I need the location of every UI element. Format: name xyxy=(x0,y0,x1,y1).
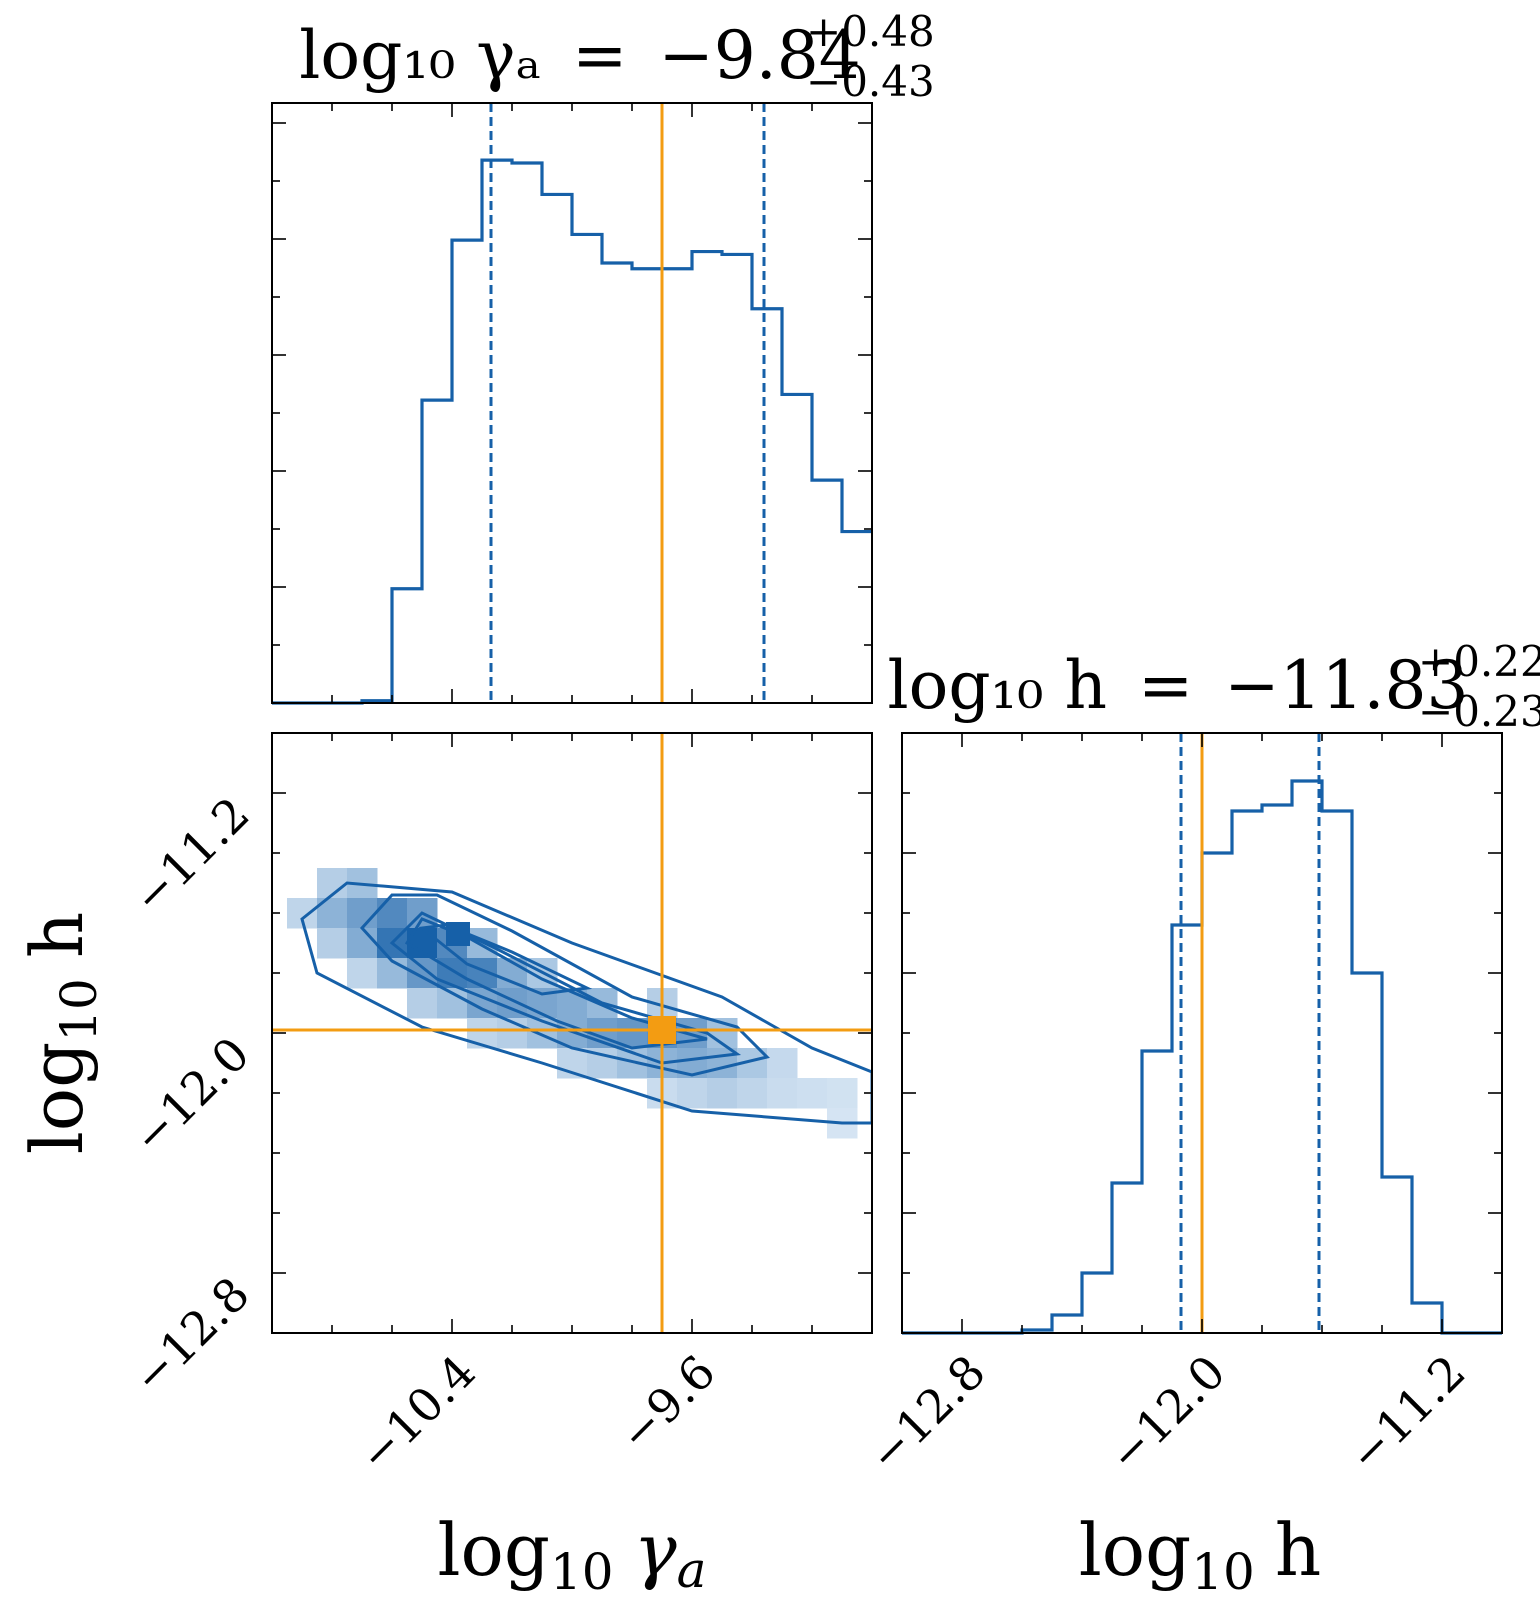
density-cell xyxy=(737,1078,768,1109)
y-tick-label: −11.2 xyxy=(122,787,260,925)
joint-ylabel-param: log xyxy=(15,1042,99,1154)
joint-ylabel-sub: 10 xyxy=(50,978,108,1042)
x-tick-label: −9.6 xyxy=(609,1345,726,1462)
joint-xlabel-sym: γ xyxy=(634,1508,678,1592)
joint-xlabel-symsub: a xyxy=(677,1541,707,1599)
y-tick-label: −12.8 xyxy=(122,1267,260,1405)
h-xlabel-param: log xyxy=(1079,1508,1191,1592)
density-cell xyxy=(347,958,378,989)
density-cell xyxy=(767,1078,798,1109)
gamma-title-equals: = xyxy=(572,17,627,94)
joint-xlabel-param: log xyxy=(438,1508,550,1592)
density-cell xyxy=(677,1078,708,1109)
x-tick-label: −11.2 xyxy=(1338,1345,1476,1483)
x-tick-label: −12.8 xyxy=(858,1345,996,1483)
x-tick-label: −10.4 xyxy=(348,1345,486,1483)
gamma-marginal-panel: log₁₀ γₐ = −9.84 +0.48 −0.43 xyxy=(271,7,935,705)
gamma-title-upper: +0.48 xyxy=(806,7,935,56)
h-title-lower: −0.23 xyxy=(1418,687,1540,736)
h-title-equals: = xyxy=(1138,647,1193,724)
joint-xlabel: log10 γa xyxy=(438,1508,707,1601)
gamma-marginal-title: log₁₀ γₐ = −9.84 xyxy=(299,17,860,94)
gamma-title-median: −9.84 xyxy=(658,17,860,94)
h-title-param: log₁₀ h xyxy=(887,647,1107,724)
x-tick-label: −12.0 xyxy=(1098,1345,1236,1483)
density-cell xyxy=(377,958,408,989)
histogram-step-line xyxy=(902,779,1502,1335)
joint-ticks xyxy=(272,733,872,1333)
density-cell xyxy=(347,928,378,959)
gamma-title-lower: −0.43 xyxy=(806,57,935,106)
histogram-step-line xyxy=(272,158,872,705)
h-xlabel-sub: 10 xyxy=(1191,1543,1255,1601)
h-marginal-panel: log₁₀ h = −11.83 +0.22 −0.23 log10 h xyxy=(887,637,1540,1601)
gamma-marginal-frame xyxy=(271,102,873,704)
density-cell xyxy=(407,928,438,959)
density-peak-marker xyxy=(446,922,470,946)
density-cell xyxy=(407,988,438,1019)
density-cell xyxy=(347,898,378,929)
density-cell xyxy=(707,1078,738,1109)
contour-level xyxy=(389,911,742,1065)
truth-marker xyxy=(648,1016,676,1044)
joint-panel: log10 γa log10h xyxy=(15,732,873,1601)
h-title-upper: +0.22 xyxy=(1418,637,1540,686)
density-cell xyxy=(377,898,408,929)
gamma-title-param: log₁₀ γₐ xyxy=(299,17,541,94)
joint-xlabel-sub: 10 xyxy=(550,1543,614,1601)
h-marginal-frame xyxy=(901,732,1503,1334)
density-cell xyxy=(797,1078,828,1109)
h-xlabel-sym: h xyxy=(1275,1508,1321,1592)
contour-outer xyxy=(300,881,872,1125)
joint-ylabel-sym: h xyxy=(15,912,99,958)
h-title-median: −11.83 xyxy=(1224,647,1468,724)
h-histogram xyxy=(902,733,1502,1335)
density-cell xyxy=(827,1078,858,1109)
density-cell xyxy=(767,1048,798,1079)
joint-density xyxy=(272,733,872,1333)
density-cell xyxy=(317,928,348,959)
h-marginal-title: log₁₀ h = −11.83 xyxy=(887,647,1468,724)
h-xlabel: log10 h xyxy=(1079,1508,1321,1601)
joint-ylabel: log10 h xyxy=(15,912,108,1154)
contour-level xyxy=(359,893,770,1077)
y-tick-label: −12.0 xyxy=(122,1027,260,1165)
gamma-histogram xyxy=(272,103,872,705)
